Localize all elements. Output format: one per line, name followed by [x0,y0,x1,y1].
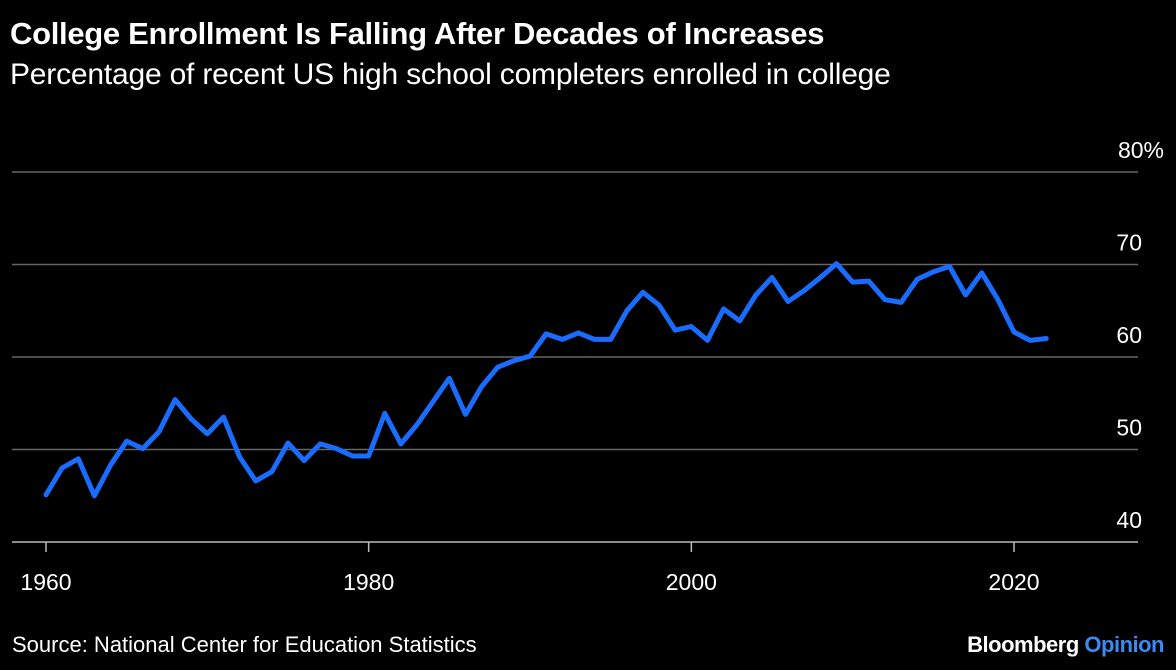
data-point [92,493,97,498]
data-point [253,478,258,483]
data-point [237,454,242,459]
y-tick-label: 50 [1116,415,1142,441]
data-point [995,297,1000,302]
data-point [882,297,887,302]
x-tick-label: 2000 [666,569,717,595]
data-point [931,269,936,274]
data-point [447,376,452,381]
data-point [608,337,613,342]
data-point [205,431,210,436]
data-point [318,441,323,446]
data-point [673,328,678,333]
data-point [124,439,129,444]
data-point [334,446,339,451]
data-point [366,453,371,458]
data-point [415,422,420,427]
data-point [802,288,807,293]
data-point [528,354,533,359]
data-point [286,441,291,446]
data-point [786,299,791,304]
data-point [350,453,355,458]
data-point [834,261,839,266]
data-point [737,318,742,323]
data-point [963,293,968,298]
chart-subtitle: Percentage of recent US high school comp… [10,58,891,91]
data-point [818,275,823,280]
data-point [156,429,161,434]
data-point [269,469,274,474]
data-point [592,337,597,342]
data-point [576,330,581,335]
data-point [302,458,307,463]
data-point [1044,336,1049,341]
data-point [544,331,549,336]
y-tick-label: 70 [1116,230,1142,256]
x-tick-label: 2020 [988,569,1039,595]
data-point [657,303,662,308]
data-point [979,270,984,275]
brand-logo: Bloomberg Opinion [967,632,1164,658]
data-point [431,399,436,404]
brand-primary: Bloomberg [967,632,1079,657]
brand-secondary: Opinion [1084,632,1164,657]
data-point [398,441,403,446]
data-point [640,290,645,295]
data-point [705,338,710,343]
source-note: Source: National Center for Education St… [12,632,477,657]
data-point [221,415,226,420]
data-point [382,411,387,416]
y-tick-label: 80% [1118,137,1164,163]
x-tick-label: 1960 [20,569,71,595]
data-point [947,264,952,269]
chart-title: College Enrollment Is Falling After Deca… [10,16,825,51]
data-point [915,277,920,282]
data-point [189,416,194,421]
data-point [1028,338,1033,343]
y-tick-label: 60 [1116,322,1142,348]
series-line [43,261,1049,499]
data-point [1012,330,1017,335]
data-point [495,365,500,370]
data-point [76,456,81,461]
data-point [770,275,775,280]
data-point [899,300,904,305]
y-tick-label: 40 [1116,507,1142,533]
data-point [721,306,726,311]
x-tick-label: 1980 [343,569,394,595]
data-point [866,279,871,284]
data-point [753,293,758,298]
data-point [511,358,516,363]
data-point [850,280,855,285]
data-point [140,446,145,451]
data-point [108,463,113,468]
data-point [60,466,65,471]
data-point [689,324,694,329]
data-point [44,492,49,497]
data-point [173,397,178,402]
data-point [463,412,468,417]
data-point [560,337,565,342]
data-point [479,384,484,389]
data-point [624,308,629,313]
